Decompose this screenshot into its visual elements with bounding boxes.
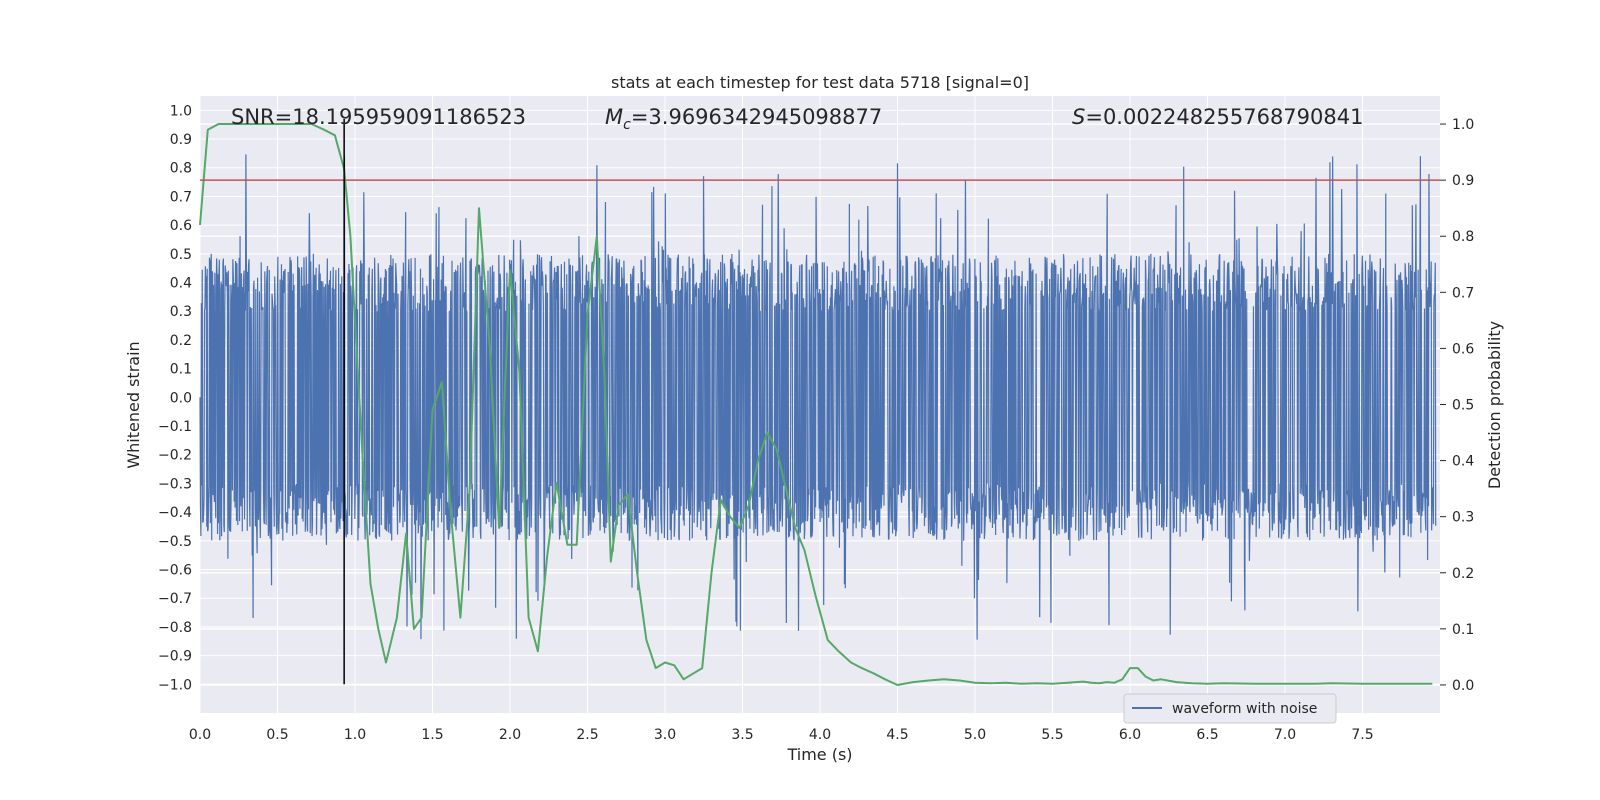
snr-annotation: SNR=18.195959091186523: [231, 105, 526, 129]
x-tick-label: 1.0: [344, 727, 366, 743]
y-left-tick-label: −1.0: [158, 677, 192, 693]
waveform-series: [199, 154, 1437, 640]
y-left-tick-label: −0.4: [158, 505, 192, 521]
overlay: [200, 118, 1440, 685]
x-tick-label: 0.0: [189, 727, 211, 743]
legend: waveform with noise: [1123, 693, 1337, 724]
y-left-tick-label: −0.1: [158, 419, 192, 435]
y-right-tick-label: 0.6: [1452, 341, 1474, 357]
y-left-tick-label: 1.0: [170, 103, 192, 119]
x-tick-label: 7.5: [1351, 727, 1373, 743]
y-right-tick-label: 0.7: [1452, 285, 1474, 301]
x-axis-label: Time (s): [786, 745, 852, 764]
y-left-tick-label: 0.7: [170, 189, 192, 205]
chart-title: stats at each timestep for test data 571…: [611, 73, 1029, 92]
y-left-axis-label: Whitened strain: [124, 341, 143, 468]
chirp-mass-value: =3.9696342945098877: [631, 105, 882, 129]
s-value: =0.002248255768790841: [1085, 105, 1363, 129]
y-right-axis-label: Detection probability: [1485, 321, 1504, 489]
y-right-tick-label: 0.2: [1452, 566, 1474, 582]
y-left-tick-label: 0.0: [170, 390, 192, 406]
y-right-tick-label: 0.0: [1452, 678, 1474, 694]
y-right-tick-label: 0.9: [1452, 173, 1474, 189]
x-tick-label: 5.5: [1041, 727, 1063, 743]
y-left-tick-label: 0.6: [170, 218, 192, 234]
chirp-mass-annotation: Mc=3.9696342945098877: [605, 105, 882, 133]
probability-line: [199, 123, 1433, 686]
x-tick-label: 7.0: [1274, 727, 1296, 743]
y-left-tick-label: −0.8: [158, 620, 192, 636]
y-left-tick-label: 0.1: [170, 362, 192, 378]
x-tick-label: 2.5: [576, 727, 598, 743]
x-tick-label: 3.5: [731, 727, 753, 743]
y-right-tick-label: 1.0: [1452, 117, 1474, 133]
y-left-tick-label: 0.4: [170, 276, 192, 292]
y-right-tick-label: 0.4: [1452, 454, 1474, 470]
y-left-tick-label: −0.3: [158, 476, 192, 492]
x-tick-label: 4.5: [886, 727, 908, 743]
legend-entry: waveform with noise: [1172, 701, 1317, 717]
y-left-tick-label: 0.8: [170, 161, 192, 177]
y-left-axis-ticks: 1.0 0.9 0.8 0.7 0.6 0.5 0.4 0.3 0.2 0.1 0.0 −0.1 −0.…: [158, 103, 192, 693]
y-right-tick-label: 0.5: [1452, 398, 1474, 414]
y-left-tick-label: −0.6: [158, 563, 192, 579]
y-right-tick-label: 0.8: [1452, 229, 1474, 245]
y-left-tick-label: −0.5: [158, 534, 192, 550]
probability-series: [199, 123, 1433, 686]
s-annotation: S=0.002248255768790841: [1072, 105, 1363, 129]
x-tick-label: 5.0: [964, 727, 986, 743]
waveform-line: [199, 154, 1437, 640]
y-right-tick-label: 0.3: [1452, 510, 1474, 526]
y-left-tick-label: 0.5: [170, 247, 192, 263]
x-axis-ticks: 0.0 0.5 1.0 1.5 2.0 2.5 3.0 3.5 4.0 4.5 5.0 5.5 6.0 6…: [189, 727, 1374, 743]
x-tick-label: 3.0: [654, 727, 676, 743]
y-right-axis-ticks: 1.0 0.9 0.8 0.7 0.6 0.5 0.4 0.3 0.2 0.1 0.0: [1440, 117, 1474, 694]
y-right-tick-label: 0.1: [1452, 622, 1474, 638]
x-tick-label: 4.0: [809, 727, 831, 743]
y-left-tick-label: 0.2: [170, 333, 192, 349]
y-left-tick-label: −0.2: [158, 448, 192, 464]
y-left-tick-label: 0.3: [170, 304, 192, 320]
y-left-tick-label: −0.7: [158, 591, 192, 607]
x-tick-label: 0.5: [266, 727, 288, 743]
chirp-mass-symbol: M: [605, 105, 623, 129]
x-tick-label: 1.5: [421, 727, 443, 743]
s-symbol: S: [1072, 105, 1085, 129]
legend-box: [1123, 693, 1337, 724]
y-left-tick-label: −0.9: [158, 649, 192, 665]
x-tick-label: 6.0: [1119, 727, 1141, 743]
x-tick-label: 6.5: [1196, 727, 1218, 743]
x-tick-label: 2.0: [499, 727, 521, 743]
chirp-mass-subscript: c: [623, 117, 631, 133]
y-left-tick-label: 0.9: [170, 132, 192, 148]
